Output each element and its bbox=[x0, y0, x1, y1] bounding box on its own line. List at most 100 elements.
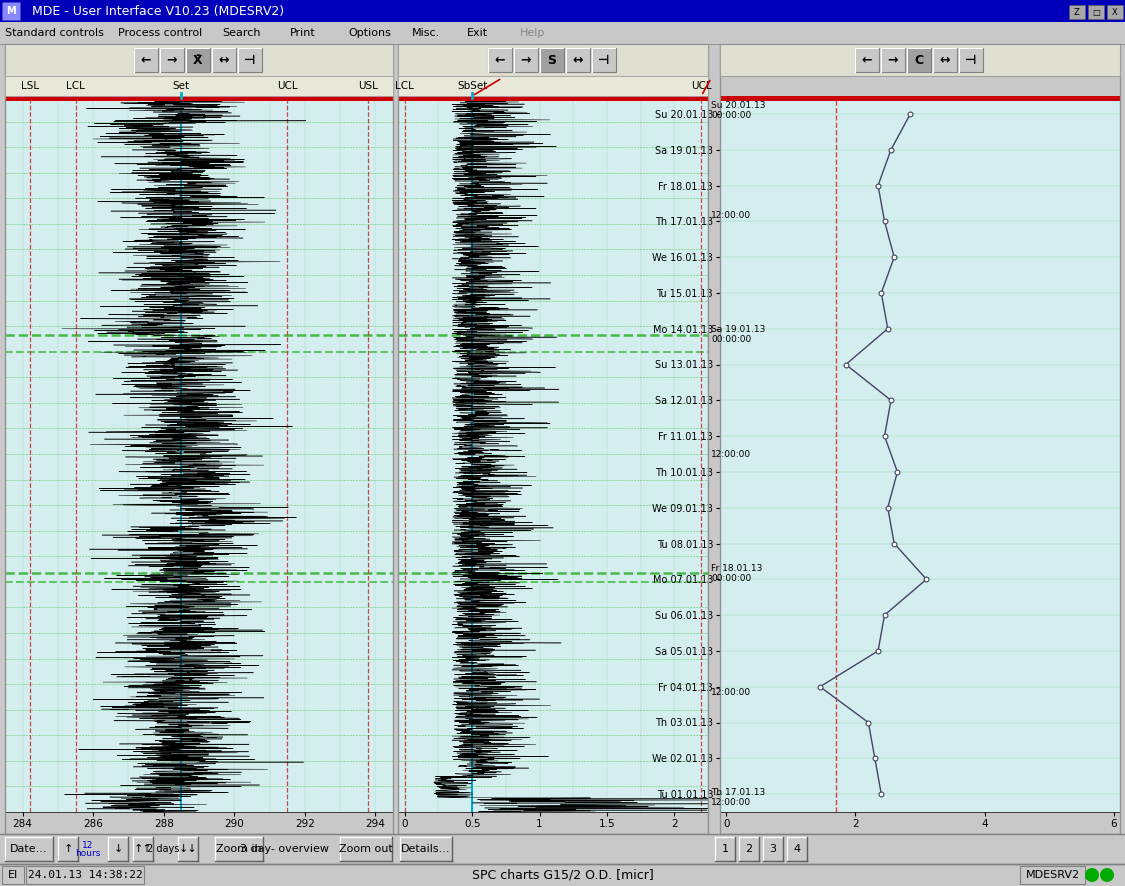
Text: Date...: Date... bbox=[10, 844, 47, 854]
Bar bbox=[212, 48, 236, 72]
Bar bbox=[398, 44, 708, 834]
Text: □: □ bbox=[1092, 7, 1100, 17]
Bar bbox=[4, 96, 393, 101]
Text: Th 17.01.13
12:00:00: Th 17.01.13 12:00:00 bbox=[711, 788, 765, 807]
Text: LCL: LCL bbox=[66, 81, 86, 91]
Text: 12:00:00: 12:00:00 bbox=[711, 449, 752, 458]
Bar bbox=[763, 837, 783, 861]
Text: hours: hours bbox=[75, 849, 101, 858]
Text: ⊣: ⊣ bbox=[965, 53, 976, 66]
Text: 12: 12 bbox=[82, 841, 93, 850]
Text: 1: 1 bbox=[721, 844, 729, 854]
Bar bbox=[739, 837, 759, 861]
Text: →: → bbox=[888, 53, 898, 66]
Bar bbox=[0, 864, 1125, 886]
Bar bbox=[0, 0, 1125, 22]
Text: Zoom out: Zoom out bbox=[339, 844, 393, 854]
Text: ↔: ↔ bbox=[939, 53, 951, 66]
Text: 3 day- overview: 3 day- overview bbox=[241, 844, 330, 854]
Bar bbox=[720, 44, 1120, 76]
Bar bbox=[108, 837, 128, 861]
Text: USL: USL bbox=[359, 81, 378, 91]
Bar bbox=[238, 48, 262, 72]
Text: Set: Set bbox=[173, 81, 190, 91]
Text: Search: Search bbox=[222, 28, 261, 38]
Bar bbox=[2, 866, 24, 884]
Text: S: S bbox=[548, 53, 557, 66]
Bar bbox=[716, 837, 735, 861]
Text: 12:00:00: 12:00:00 bbox=[711, 211, 752, 220]
Text: 3: 3 bbox=[770, 844, 776, 854]
Text: C: C bbox=[915, 53, 924, 66]
Circle shape bbox=[1084, 868, 1099, 882]
Bar bbox=[4, 76, 393, 96]
Text: ↑↑: ↑↑ bbox=[134, 844, 152, 854]
Bar bbox=[488, 48, 512, 72]
Text: Sa 19.01.13
00:00:00: Sa 19.01.13 00:00:00 bbox=[711, 325, 765, 344]
Bar bbox=[0, 22, 1125, 44]
Bar bbox=[398, 76, 708, 96]
Text: SPC charts G15/2 O.D. [micr]: SPC charts G15/2 O.D. [micr] bbox=[471, 868, 654, 882]
Text: Standard controls: Standard controls bbox=[4, 28, 104, 38]
Bar bbox=[400, 837, 452, 861]
Text: Process control: Process control bbox=[118, 28, 202, 38]
Bar bbox=[514, 48, 538, 72]
Bar bbox=[1088, 5, 1104, 19]
Bar bbox=[933, 48, 957, 72]
Bar bbox=[133, 837, 153, 861]
Bar bbox=[881, 48, 904, 72]
Text: LCL: LCL bbox=[395, 81, 414, 91]
Bar bbox=[4, 44, 393, 834]
Bar bbox=[540, 48, 564, 72]
Bar bbox=[0, 834, 1125, 864]
Text: 12:00:00: 12:00:00 bbox=[711, 688, 752, 697]
Bar bbox=[4, 44, 393, 76]
Text: EI: EI bbox=[8, 870, 18, 880]
Bar bbox=[178, 837, 198, 861]
Text: 2: 2 bbox=[746, 844, 753, 854]
Text: Misc.: Misc. bbox=[412, 28, 440, 38]
Text: Zoom in: Zoom in bbox=[216, 844, 262, 854]
Text: SbSet: SbSet bbox=[457, 81, 487, 91]
Text: ↓: ↓ bbox=[114, 844, 123, 854]
Text: Options: Options bbox=[348, 28, 390, 38]
Text: MDE - User Interface V10.23 (MDESRV2): MDE - User Interface V10.23 (MDESRV2) bbox=[32, 4, 285, 18]
Bar bbox=[958, 48, 983, 72]
Text: 24.01.13 14:38:22: 24.01.13 14:38:22 bbox=[28, 870, 143, 880]
Text: Help: Help bbox=[520, 28, 546, 38]
Bar bbox=[1069, 5, 1084, 19]
Text: UCL: UCL bbox=[277, 81, 297, 91]
Text: 4: 4 bbox=[793, 844, 801, 854]
Bar bbox=[592, 48, 616, 72]
Bar bbox=[398, 96, 708, 101]
Bar bbox=[340, 837, 392, 861]
Text: Print: Print bbox=[290, 28, 316, 38]
Text: Exit: Exit bbox=[467, 28, 488, 38]
Text: M: M bbox=[7, 6, 16, 16]
Bar bbox=[398, 44, 708, 76]
Text: Su 20.01.13
00:00:00: Su 20.01.13 00:00:00 bbox=[711, 101, 765, 120]
Text: ←: ← bbox=[141, 53, 151, 66]
Text: ↓↓: ↓↓ bbox=[179, 844, 197, 854]
Bar bbox=[215, 837, 263, 861]
Text: ←: ← bbox=[495, 53, 505, 66]
Text: LSL: LSL bbox=[20, 81, 38, 91]
Text: X̄: X̄ bbox=[193, 53, 202, 66]
Text: ↑: ↑ bbox=[63, 844, 73, 854]
Text: MDESRV2: MDESRV2 bbox=[1026, 870, 1080, 880]
Text: UCL: UCL bbox=[691, 81, 712, 91]
Bar bbox=[134, 48, 158, 72]
Bar bbox=[720, 44, 1120, 834]
Bar bbox=[2, 2, 20, 20]
Text: ↔: ↔ bbox=[218, 53, 229, 66]
Text: ↔: ↔ bbox=[573, 53, 583, 66]
Text: X: X bbox=[1113, 7, 1118, 17]
Bar bbox=[186, 48, 210, 72]
Bar bbox=[4, 837, 53, 861]
Text: →: → bbox=[166, 53, 178, 66]
Bar bbox=[788, 837, 807, 861]
Text: →: → bbox=[521, 53, 531, 66]
Text: Z: Z bbox=[1074, 7, 1080, 17]
Bar bbox=[58, 837, 78, 861]
Text: ←: ← bbox=[862, 53, 872, 66]
